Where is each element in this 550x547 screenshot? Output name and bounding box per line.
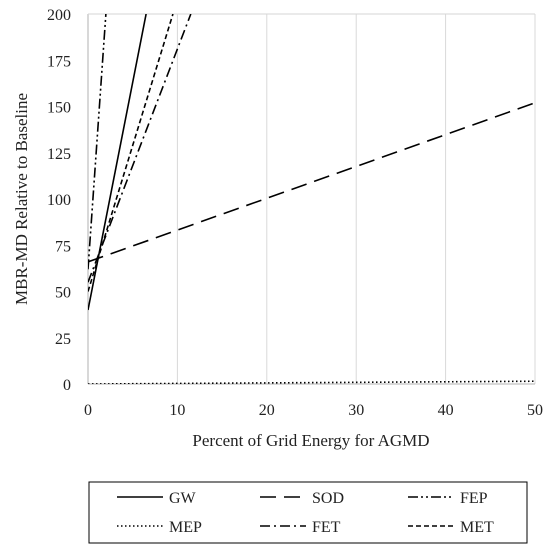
y-tick-label: 75 [55, 238, 71, 255]
y-axis-label: MBR-MD Relative to Baseline [12, 93, 31, 305]
series-line-sod [88, 102, 535, 263]
y-tick-labels: 0 25 50 75 100 125 150 175 200 [47, 7, 71, 394]
y-tick-label: 25 [55, 331, 71, 348]
grid [176, 14, 536, 384]
axes [87, 13, 535, 385]
x-tick-label: 40 [438, 402, 454, 419]
y-tick-label: 50 [55, 285, 71, 302]
series-line-met [88, 14, 174, 292]
legend-label-fep: FEP [460, 490, 488, 507]
y-tick-label: 200 [47, 7, 71, 24]
x-axis-label: Percent of Grid Energy for AGMD [192, 431, 429, 450]
legend-label-gw: GW [169, 490, 197, 507]
legend-label-mep: MEP [169, 519, 202, 536]
legend-box [88, 481, 528, 544]
y-tick-label: 0 [63, 377, 71, 394]
legend-label-sod: SOD [312, 490, 344, 507]
y-tick-label: 100 [47, 192, 71, 209]
y-tick-label: 150 [47, 100, 71, 117]
series-lines [88, 14, 535, 384]
legend: GW SOD FEP MEP FET MET [88, 481, 528, 544]
x-tick-label: 50 [527, 402, 543, 419]
y-tick-label: 125 [47, 146, 71, 163]
x-tick-label: 20 [259, 402, 275, 419]
series-line-fep [88, 14, 107, 270]
series-line-mep [88, 380, 535, 384]
x-tick-labels: 0 10 20 30 40 50 [84, 402, 543, 419]
x-tick-label: 0 [84, 402, 92, 419]
x-tick-label: 30 [348, 402, 364, 419]
x-tick-label: 10 [169, 402, 185, 419]
legend-label-fet: FET [312, 519, 341, 536]
y-tick-label: 175 [47, 53, 71, 70]
legend-label-met: MET [460, 519, 494, 536]
